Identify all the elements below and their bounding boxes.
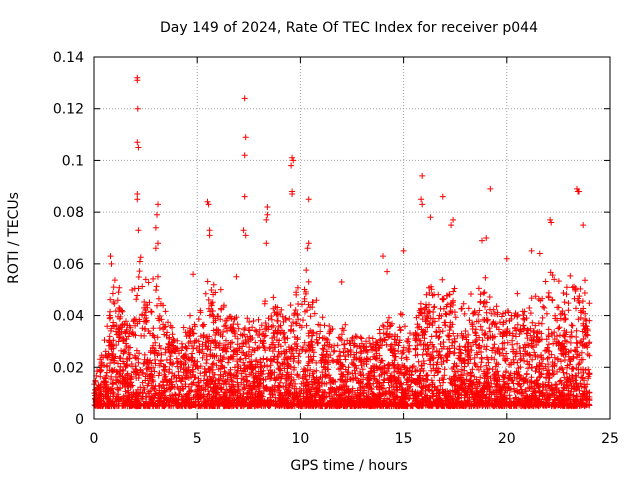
data-point <box>131 352 138 359</box>
data-point <box>310 299 316 306</box>
data-point <box>311 310 318 317</box>
data-point <box>359 366 366 373</box>
data-point <box>543 310 550 317</box>
data-point <box>475 285 482 292</box>
data-point <box>260 355 267 362</box>
data-point <box>162 308 169 315</box>
data-point <box>237 355 244 362</box>
data-point <box>150 275 157 282</box>
data-point <box>526 305 533 311</box>
data-point <box>450 288 457 295</box>
data-point <box>450 373 457 380</box>
data-point <box>433 361 440 368</box>
data-point <box>400 347 407 354</box>
data-point <box>528 295 535 302</box>
data-point <box>194 363 201 370</box>
data-point <box>406 348 413 355</box>
data-point <box>565 300 572 307</box>
data-point <box>469 366 476 373</box>
data-point <box>435 324 442 331</box>
data-point <box>180 324 187 331</box>
data-point <box>134 292 141 299</box>
data-point <box>468 291 474 297</box>
data-point <box>153 283 160 290</box>
data-point <box>306 342 313 349</box>
data-point <box>477 374 484 381</box>
data-point <box>204 278 211 285</box>
data-point <box>139 283 146 290</box>
grid-lines <box>94 57 610 419</box>
data-point <box>395 342 402 349</box>
data-point <box>433 329 440 336</box>
data-point <box>330 348 337 355</box>
data-point <box>187 312 193 319</box>
data-point <box>107 360 114 367</box>
data-point <box>582 277 588 284</box>
data-point <box>498 313 505 320</box>
data-point <box>109 290 116 297</box>
data-point <box>466 317 473 324</box>
data-point <box>261 362 268 369</box>
data-points <box>91 74 593 410</box>
